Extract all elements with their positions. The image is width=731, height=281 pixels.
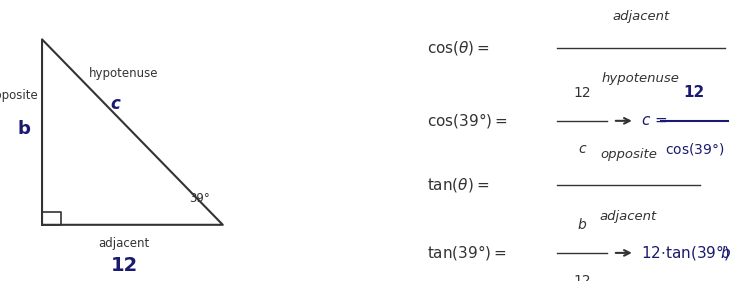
- Text: opposite: opposite: [600, 148, 657, 161]
- Text: 12: 12: [110, 256, 137, 275]
- Text: $\cos(39°)$: $\cos(39°)$: [664, 141, 724, 157]
- Text: $\tan(39°)=$: $\tan(39°)=$: [427, 243, 507, 262]
- Text: 12: 12: [683, 85, 705, 100]
- Text: hypotenuse: hypotenuse: [89, 67, 159, 80]
- Text: $\cos(39°)=$: $\cos(39°)=$: [427, 111, 507, 130]
- Text: $12{\cdot}\tan(39°)=$: $12{\cdot}\tan(39°)=$: [641, 243, 731, 262]
- Text: adjacent: adjacent: [99, 237, 150, 250]
- Text: adjacent: adjacent: [613, 10, 670, 23]
- Text: opposite: opposite: [0, 89, 38, 102]
- Text: 39°: 39°: [189, 192, 210, 205]
- Text: adjacent: adjacent: [600, 210, 657, 223]
- Text: c: c: [110, 95, 121, 113]
- Text: $b$: $b$: [720, 245, 731, 261]
- Text: $\tan(\theta)=$: $\tan(\theta)=$: [427, 176, 489, 194]
- Text: b: b: [18, 120, 31, 138]
- Text: b: b: [577, 218, 586, 232]
- Text: $\cos(\theta)=$: $\cos(\theta)=$: [427, 39, 490, 57]
- Text: c: c: [578, 142, 586, 156]
- Text: 12: 12: [573, 86, 591, 100]
- Text: hypotenuse: hypotenuse: [602, 72, 680, 85]
- Text: $c\,=$: $c\,=$: [641, 113, 668, 128]
- Text: 12: 12: [573, 274, 591, 281]
